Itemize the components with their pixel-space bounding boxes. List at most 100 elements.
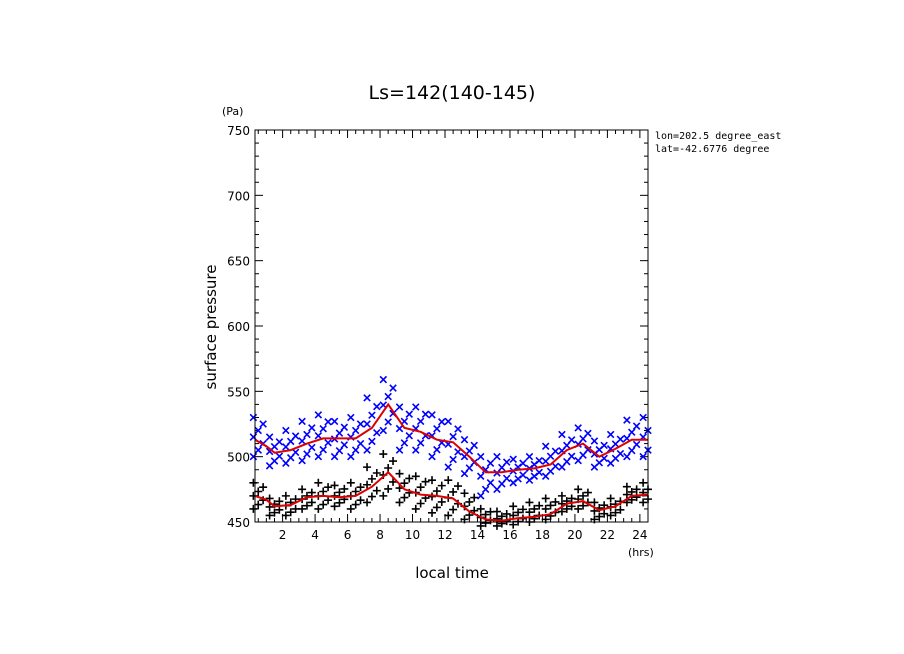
- scatter-point-plus: [562, 504, 571, 513]
- scatter-point-x: [405, 410, 414, 418]
- scatter-point-x: [400, 439, 409, 447]
- scatter-point-plus: [384, 484, 393, 493]
- scatter-point-x: [308, 424, 316, 432]
- x-tick-label: 12: [437, 528, 452, 542]
- scatter-point-plus: [437, 497, 446, 506]
- scatter-point-plus: [335, 488, 344, 497]
- scatter-point-plus: [518, 505, 527, 514]
- scatter-point-plus: [551, 497, 560, 506]
- scatter-point-plus: [367, 492, 376, 501]
- x-tick-label: 14: [470, 528, 485, 542]
- scatter-point-plus: [389, 477, 398, 486]
- scatter-point-plus: [481, 510, 490, 519]
- scatter-point-x: [437, 418, 446, 426]
- scatter-point-x: [384, 392, 392, 401]
- scatter-point-plus: [400, 479, 409, 488]
- scatter-point-x: [373, 402, 381, 411]
- scatter-point-x: [319, 445, 327, 454]
- scatter-point-x: [509, 455, 517, 464]
- scatter-point-plus: [460, 489, 469, 498]
- scatter-point-plus: [416, 483, 425, 492]
- scatter-point-x: [454, 425, 462, 433]
- scatter-point-plus: [465, 497, 474, 506]
- scatter-point-x: [405, 431, 414, 440]
- scatter-point-x: [340, 423, 349, 432]
- scatter-point-x: [416, 417, 425, 426]
- scatter-point-plus: [351, 500, 360, 509]
- scatter-point-plus: [449, 505, 458, 514]
- scatter-point-plus: [616, 505, 625, 514]
- scatter-point-x: [347, 452, 355, 461]
- scatter-point-plus: [428, 508, 437, 517]
- scatter-point-plus: [525, 498, 534, 507]
- scatter-point-plus: [627, 487, 636, 496]
- scatter-point-x: [291, 432, 300, 440]
- scatter-point-plus: [395, 498, 404, 507]
- scatter-point-x: [558, 430, 566, 439]
- scatter-point-x: [282, 426, 290, 435]
- scatter-point-plus: [453, 482, 462, 491]
- scatter-point-x: [567, 452, 576, 460]
- scatter-point-plus: [590, 498, 599, 507]
- scatter-point-plus: [632, 493, 641, 502]
- scatter-point-x: [265, 433, 274, 441]
- scatter-point-plus: [476, 504, 485, 513]
- scatter-point-plus: [281, 491, 290, 500]
- scatter-point-plus: [541, 494, 550, 503]
- scatter-point-plus: [346, 504, 355, 513]
- scatter-point-x: [616, 435, 625, 444]
- scatter-point-plus: [428, 476, 437, 485]
- x-tick-label: 22: [600, 528, 615, 542]
- scatter-point-plus: [514, 508, 523, 517]
- scatter-point-plus: [346, 478, 355, 487]
- scatter-point-x: [519, 471, 527, 479]
- scatter-point-x: [584, 429, 592, 438]
- scatter-point-plus: [384, 463, 393, 472]
- y-tick-label: 550: [227, 385, 250, 399]
- scatter-point-plus: [421, 477, 430, 486]
- scatter-point-plus: [444, 476, 453, 485]
- scatter-point-x: [351, 446, 360, 454]
- scatter-point-x: [476, 472, 485, 481]
- scatter-point-x: [368, 411, 376, 420]
- y-axis-label: surface pressure: [202, 265, 220, 390]
- scatter-point-plus: [307, 488, 316, 497]
- scatter-point-x: [363, 394, 371, 402]
- scatter-point-plus: [557, 507, 566, 516]
- scatter-point-x: [412, 403, 420, 411]
- scatter-point-x: [449, 455, 457, 464]
- scatter-point-x: [330, 417, 339, 426]
- scatter-point-plus: [492, 521, 501, 530]
- scatter-point-plus: [356, 496, 365, 505]
- scatter-point-plus: [595, 512, 604, 521]
- scatter-point-x: [275, 438, 284, 446]
- scatter-point-plus: [270, 508, 279, 517]
- scatter-point-x: [303, 450, 311, 458]
- scatter-point-plus: [583, 488, 592, 497]
- scatter-point-x: [567, 436, 576, 444]
- scatter-point-x: [600, 441, 608, 450]
- scatter-point-plus: [639, 478, 648, 487]
- scatter-point-x: [481, 485, 490, 494]
- scatter-point-plus: [492, 507, 501, 516]
- scatter-point-plus: [319, 500, 328, 509]
- scatter-point-plus: [411, 472, 420, 481]
- scatter-point-x: [460, 435, 469, 444]
- scatter-point-plus: [307, 498, 316, 507]
- scatter-point-plus: [600, 509, 609, 518]
- scatter-point-x: [574, 424, 582, 432]
- scatter-point-plus: [481, 519, 490, 528]
- scatter-point-plus: [363, 480, 372, 489]
- scatter-point-x: [627, 428, 636, 437]
- info-line-latitude: lat=-42.6776 degree: [655, 144, 769, 155]
- scatter-point-x: [291, 448, 300, 457]
- scatter-point-x: [363, 420, 371, 428]
- scatter-point-plus: [579, 501, 588, 510]
- x-tick-label: 2: [279, 528, 287, 542]
- y-unit-label: (Pa): [222, 105, 243, 118]
- scatter-point-plus: [600, 501, 609, 510]
- scatter-point-x: [379, 426, 388, 435]
- scatter-point-plus: [574, 504, 583, 513]
- y-tick-label: 650: [227, 255, 250, 269]
- scatter-point-plus: [622, 490, 631, 499]
